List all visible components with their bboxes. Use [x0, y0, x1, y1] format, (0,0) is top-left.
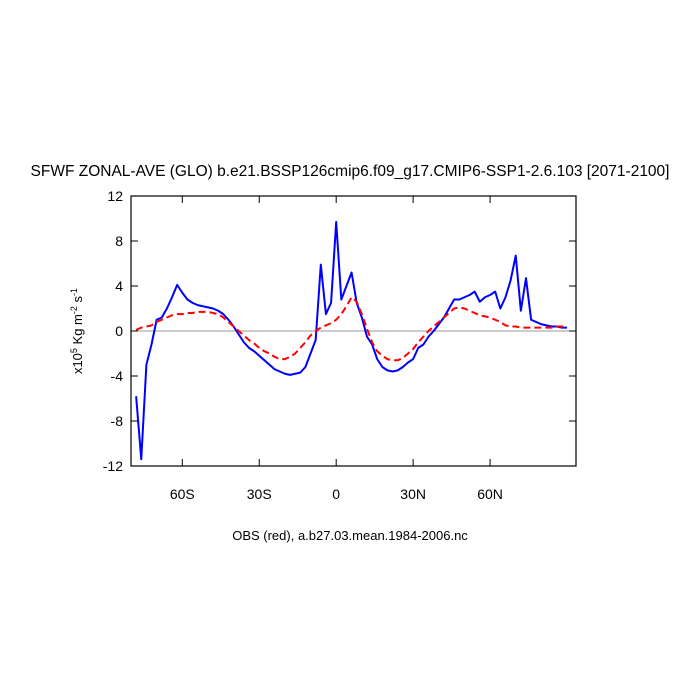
y-axis-label-sup: -1 [69, 288, 79, 296]
y-tick-label: 0 [115, 323, 123, 339]
y-axis-label: x105 Kg m-2 s-1 [69, 288, 85, 374]
y-tick-label: -8 [111, 413, 124, 429]
x-tick-label: 30S [247, 486, 272, 502]
y-axis-label-sup: 5 [69, 348, 79, 353]
x-tick-label: 0 [332, 486, 340, 502]
x-tick-label: 60N [477, 486, 503, 502]
y-axis-label-part: Kg m [70, 314, 85, 348]
y-axis-label-part: s [70, 295, 85, 306]
y-tick-label: -12 [103, 458, 123, 474]
chart-subtitle: OBS (red), a.b27.03.mean.1984-2006.nc [232, 528, 468, 543]
x-tick-label: 30N [400, 486, 426, 502]
y-axis-label-sup: -2 [69, 306, 79, 314]
y-axis-label-part: x10 [70, 353, 85, 374]
chart-title: SFWF ZONAL-AVE (GLO) b.e21.BSSP126cmip6.… [31, 163, 670, 180]
data-line [135, 296, 568, 362]
x-tick-label: 60S [170, 486, 195, 502]
y-tick-label: 12 [107, 188, 123, 204]
y-tick-label: 8 [115, 233, 123, 249]
y-tick-label: 4 [115, 278, 123, 294]
data-line [135, 220, 568, 461]
y-tick-label: -4 [111, 368, 124, 384]
